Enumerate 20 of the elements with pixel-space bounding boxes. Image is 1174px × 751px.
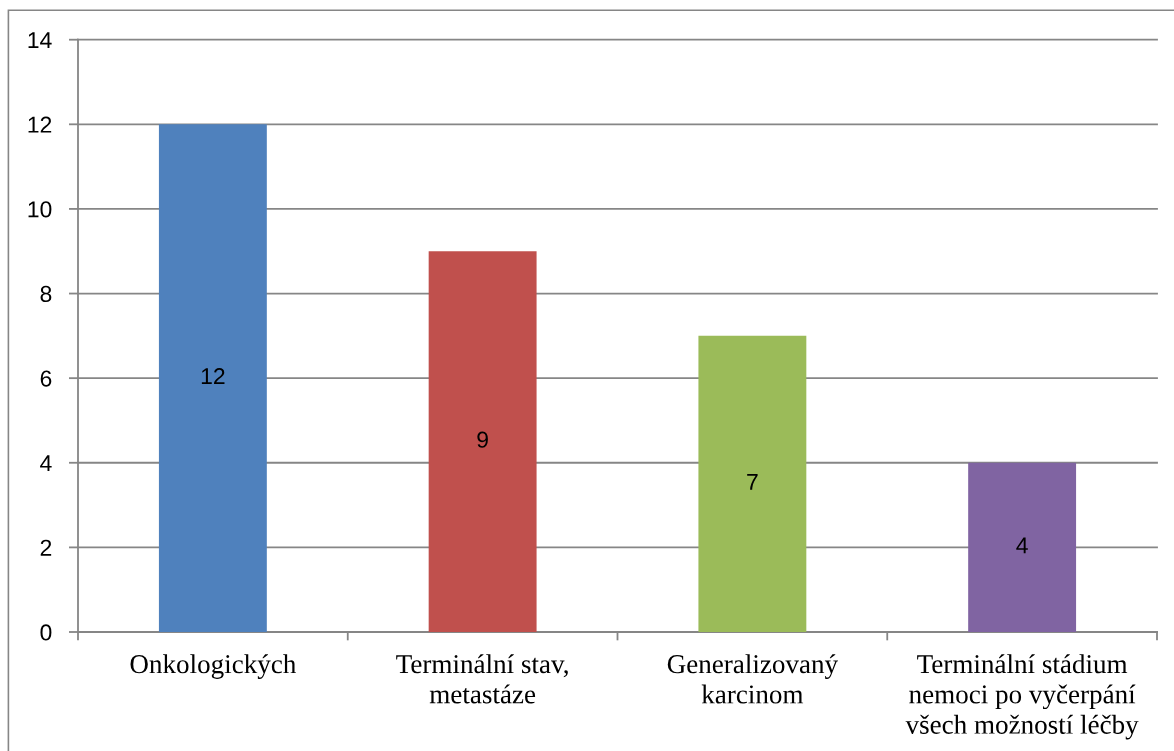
y-tick-label: 4 [40,455,52,472]
data-label: 12 [201,368,225,385]
y-tick-label: 6 [40,370,52,387]
y-tick-label: 10 [28,201,52,218]
x-tick-label: Onkologických [130,654,297,679]
data-label: 7 [747,474,758,490]
bar [428,251,537,632]
x-tick-label: Terminální stav, metastáze [396,654,568,704]
bar [968,462,1077,632]
y-tick-label: 12 [28,116,52,133]
y-tick-label: 2 [40,539,52,556]
data-label: 9 [477,431,488,448]
x-tick-label: Generalizovaný karcinom [667,654,838,704]
y-tick-label: 0 [40,624,52,641]
bar [698,335,807,632]
bar [158,124,267,632]
x-tick-label: Terminální stádium nemoci po vyčerpání všech možností léčby [905,654,1139,740]
y-tick-label: 8 [40,285,52,303]
data-label: 4 [1016,537,1028,554]
y-tick-label: 14 [28,32,52,48]
